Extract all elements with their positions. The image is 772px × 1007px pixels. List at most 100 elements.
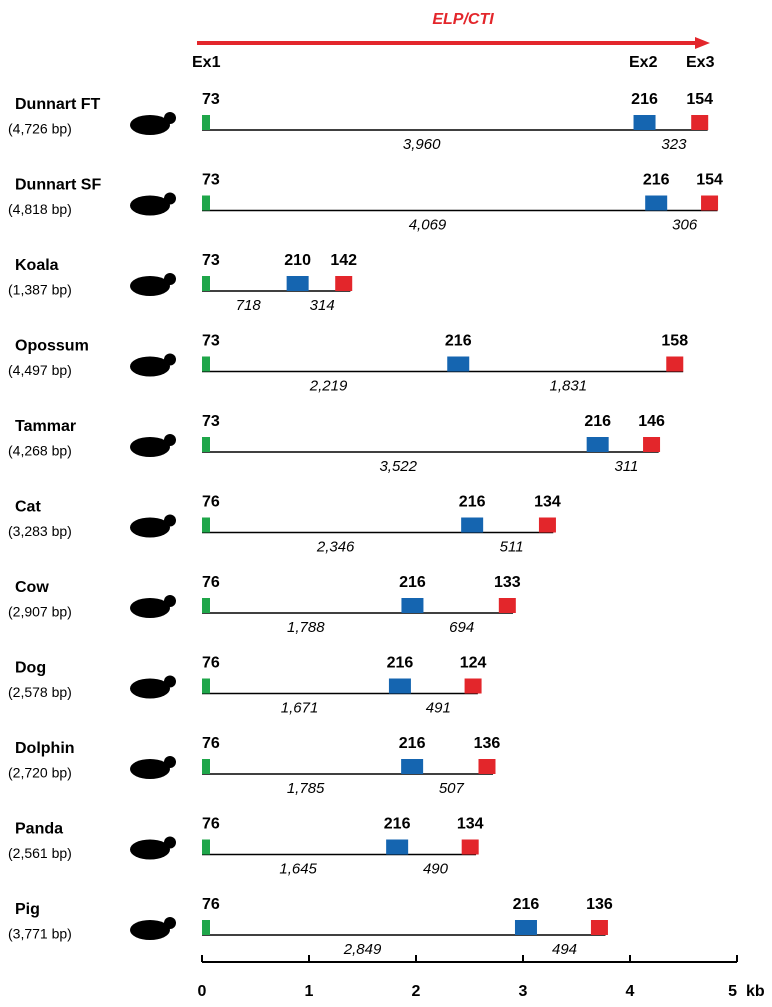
species-name: Koala: [15, 257, 59, 274]
exon-size: 136: [474, 735, 501, 752]
exon: [591, 920, 608, 935]
axis-unit: kb: [746, 983, 765, 1000]
species-length: (4,818 bp): [8, 201, 72, 217]
intron-size: 3,522: [379, 458, 417, 475]
exon-size: 216: [584, 413, 611, 430]
species-length: (2,578 bp): [8, 684, 72, 700]
exon-size: 146: [638, 413, 665, 430]
exon-size: 216: [459, 494, 486, 511]
animal-icon: [164, 515, 176, 527]
exon-header: Ex3: [686, 54, 715, 71]
exon: [478, 759, 495, 774]
exon-size: 76: [202, 816, 220, 833]
intron-size: 507: [439, 780, 465, 797]
exon-size: 154: [686, 91, 713, 108]
exon-size: 73: [202, 252, 220, 269]
exon-size: 73: [202, 91, 220, 108]
animal-icon: [164, 756, 176, 768]
exon: [645, 196, 667, 211]
species-name: Panda: [15, 821, 63, 838]
exon: [202, 437, 210, 452]
exon: [643, 437, 660, 452]
exon-size: 158: [661, 333, 688, 350]
exon: [461, 518, 483, 533]
exon: [202, 518, 210, 533]
exon: [515, 920, 537, 935]
exon-size: 73: [202, 413, 220, 430]
animal-icon: [164, 273, 176, 285]
intron-size: 1,671: [281, 699, 319, 716]
intron-size: 1,831: [550, 377, 588, 394]
exon-size: 134: [534, 494, 561, 511]
gene-label: ELP/CTI: [432, 11, 494, 28]
exon-size: 124: [460, 655, 487, 672]
exon: [335, 276, 352, 291]
animal-icon: [164, 193, 176, 205]
species-length: (2,907 bp): [8, 604, 72, 620]
animal-icon: [164, 595, 176, 607]
exon: [202, 276, 210, 291]
species-name: Dunnart FT: [15, 96, 101, 113]
species-length: (3,283 bp): [8, 523, 72, 539]
intron-size: 311: [614, 458, 638, 475]
species-name: Tammar: [15, 418, 76, 435]
exon-size: 216: [399, 735, 426, 752]
animal-icon: [164, 112, 176, 124]
exon: [666, 357, 683, 372]
exon: [465, 679, 482, 694]
axis-tick-label: 3: [519, 983, 528, 1000]
exon-size: 216: [631, 91, 658, 108]
exon-size: 216: [384, 816, 411, 833]
species-name: Cat: [15, 499, 41, 516]
exon: [587, 437, 609, 452]
exon: [386, 840, 408, 855]
exon-size: 73: [202, 172, 220, 189]
axis-tick-label: 0: [198, 983, 207, 1000]
species-name: Cow: [15, 579, 49, 596]
species-length: (2,720 bp): [8, 765, 72, 781]
intron-size: 511: [500, 538, 524, 555]
exon: [202, 598, 210, 613]
species-length: (1,387 bp): [8, 282, 72, 298]
intron-size: 323: [661, 136, 687, 153]
intron-size: 2,219: [309, 377, 348, 394]
exon-size: 216: [643, 172, 670, 189]
intron-size: 1,788: [287, 619, 325, 636]
exon-size: 76: [202, 494, 220, 511]
intron-size: 314: [310, 297, 335, 314]
intron-size: 1,645: [279, 860, 317, 877]
axis-tick-label: 5: [728, 983, 737, 1000]
species-name: Dunnart SF: [15, 177, 101, 194]
exon: [634, 115, 656, 130]
animal-icon: [164, 434, 176, 446]
species-length: (2,561 bp): [8, 845, 72, 861]
exon: [447, 357, 469, 372]
exon: [202, 759, 210, 774]
exon: [389, 679, 411, 694]
intron-size: 1,785: [287, 780, 325, 797]
species-length: (4,268 bp): [8, 443, 72, 459]
exon-header: Ex1: [192, 54, 221, 71]
species-length: (3,771 bp): [8, 926, 72, 942]
intron-size: 494: [552, 941, 577, 958]
exon: [202, 840, 210, 855]
animal-icon: [164, 354, 176, 366]
animal-icon: [164, 676, 176, 688]
exon-size: 154: [696, 172, 723, 189]
gene-diagram: ELP/CTI Ex1 Ex2 Ex3 kb 012345Dunnart FT(…: [0, 0, 772, 1007]
species-name: Opossum: [15, 338, 89, 355]
axis-tick-label: 2: [412, 983, 421, 1000]
exon-size: 76: [202, 655, 220, 672]
intron-size: 694: [449, 619, 474, 636]
species-length: (4,497 bp): [8, 362, 72, 378]
intron-size: 718: [236, 297, 262, 314]
exon-size: 210: [284, 252, 311, 269]
exon-size: 216: [387, 655, 414, 672]
intron-size: 3,960: [403, 136, 441, 153]
exon-size: 216: [445, 333, 472, 350]
exon-size: 216: [399, 574, 426, 591]
exon-size: 73: [202, 333, 220, 350]
exon: [691, 115, 708, 130]
intron-size: 490: [423, 860, 449, 877]
exon-size: 134: [457, 816, 484, 833]
